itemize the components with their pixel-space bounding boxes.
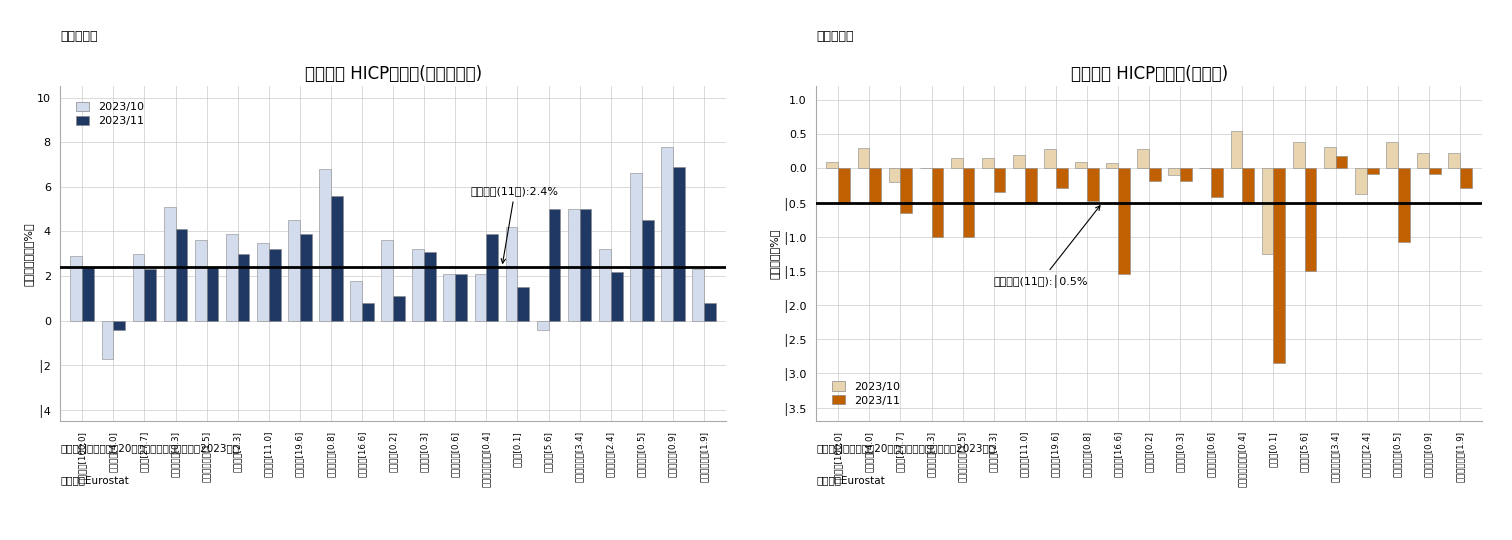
Legend: 2023/10, 2023/11: 2023/10, 2023/11	[829, 378, 904, 409]
Bar	[133, 254, 145, 321]
Text: （資料）Eurostat: （資料）Eurostat	[60, 475, 129, 485]
Bar	[475, 274, 487, 321]
Bar	[963, 168, 974, 237]
Bar	[692, 269, 705, 321]
Bar	[981, 158, 993, 168]
Bar	[631, 173, 641, 321]
Bar	[1387, 143, 1397, 168]
Bar	[1137, 149, 1149, 168]
Bar	[838, 168, 850, 202]
Bar	[993, 168, 1005, 192]
Bar	[1025, 168, 1037, 202]
Bar	[1149, 168, 1161, 181]
Bar	[569, 209, 579, 321]
Bar	[443, 274, 455, 321]
Bar	[889, 168, 901, 182]
Bar	[1211, 168, 1223, 197]
Bar	[579, 209, 591, 321]
Bar	[673, 167, 685, 321]
Text: （図表６）: （図表６）	[816, 30, 854, 43]
Bar	[331, 196, 343, 321]
Bar	[1417, 153, 1429, 168]
Bar	[1169, 168, 1181, 175]
Legend: 2023/10, 2023/11: 2023/10, 2023/11	[73, 99, 148, 130]
Bar	[195, 240, 207, 321]
Bar	[299, 234, 311, 321]
Bar	[951, 158, 963, 168]
Text: （注）[]はユーロ圏20か国に対するウェイト（2023年）: （注）[]はユーロ圏20か国に対するウェイト（2023年）	[60, 443, 239, 453]
Bar	[393, 296, 405, 321]
Bar	[351, 281, 361, 321]
Bar	[1231, 131, 1243, 168]
Bar	[1107, 163, 1117, 168]
Bar	[175, 230, 187, 321]
Bar	[1087, 168, 1099, 201]
Bar	[289, 220, 299, 321]
Bar	[257, 242, 269, 321]
Bar	[931, 168, 943, 237]
Bar	[113, 321, 125, 330]
Bar	[413, 249, 425, 321]
Bar	[1013, 155, 1025, 168]
Bar	[857, 148, 869, 168]
Y-axis label: （前年同月比、%）: （前年同月比、%）	[24, 222, 33, 286]
Bar	[599, 249, 611, 321]
Bar	[1461, 168, 1471, 187]
Bar	[381, 240, 393, 321]
Bar	[269, 249, 281, 321]
Bar	[1117, 168, 1129, 274]
Bar	[1367, 168, 1379, 174]
Bar	[1075, 161, 1087, 168]
Text: ユーロ圏(11月):│0.5%: ユーロ圏(11月):│0.5%	[993, 206, 1101, 288]
Bar	[71, 256, 82, 321]
Bar	[827, 161, 838, 168]
Bar	[1448, 153, 1461, 168]
Bar	[1273, 168, 1285, 363]
Bar	[1293, 143, 1305, 168]
Bar	[1261, 168, 1273, 254]
Bar	[455, 274, 467, 321]
Bar	[82, 267, 94, 321]
Bar	[225, 234, 237, 321]
Bar	[237, 254, 249, 321]
Bar	[641, 220, 653, 321]
Text: ユーロ圏(11月):2.4%: ユーロ圏(11月):2.4%	[470, 186, 559, 263]
Bar	[163, 207, 175, 321]
Bar	[1243, 168, 1253, 202]
Text: （注）[]はユーロ圏20か国に対するウェイト（2023年）: （注）[]はユーロ圏20か国に対するウェイト（2023年）	[816, 443, 995, 453]
Title: ユーロ圏 HICP上昇率(前年同月比): ユーロ圏 HICP上昇率(前年同月比)	[304, 65, 482, 84]
Bar	[869, 168, 881, 202]
Text: （図表５）: （図表５）	[60, 30, 98, 43]
Text: （資料）Eurostat: （資料）Eurostat	[816, 475, 885, 485]
Bar	[1045, 149, 1055, 168]
Bar	[517, 287, 529, 321]
Bar	[101, 321, 113, 359]
Bar	[611, 272, 623, 321]
Bar	[505, 227, 517, 321]
Y-axis label: （前月比、%）: （前月比、%）	[770, 228, 780, 279]
Bar	[1055, 168, 1067, 187]
Bar	[1305, 168, 1317, 271]
Bar	[487, 234, 497, 321]
Bar	[1335, 156, 1347, 168]
Bar	[661, 147, 673, 321]
Bar	[361, 303, 373, 321]
Bar	[1181, 168, 1191, 181]
Bar	[1429, 168, 1441, 174]
Title: ユーロ圏 HICP上昇率(前月比): ユーロ圏 HICP上昇率(前月比)	[1070, 65, 1228, 84]
Bar	[705, 303, 715, 321]
Bar	[319, 169, 331, 321]
Bar	[549, 209, 561, 321]
Bar	[1325, 146, 1335, 168]
Bar	[1397, 168, 1409, 242]
Bar	[207, 267, 218, 321]
Bar	[145, 269, 156, 321]
Bar	[1355, 168, 1367, 194]
Bar	[901, 168, 912, 213]
Bar	[425, 252, 435, 321]
Bar	[537, 321, 549, 330]
